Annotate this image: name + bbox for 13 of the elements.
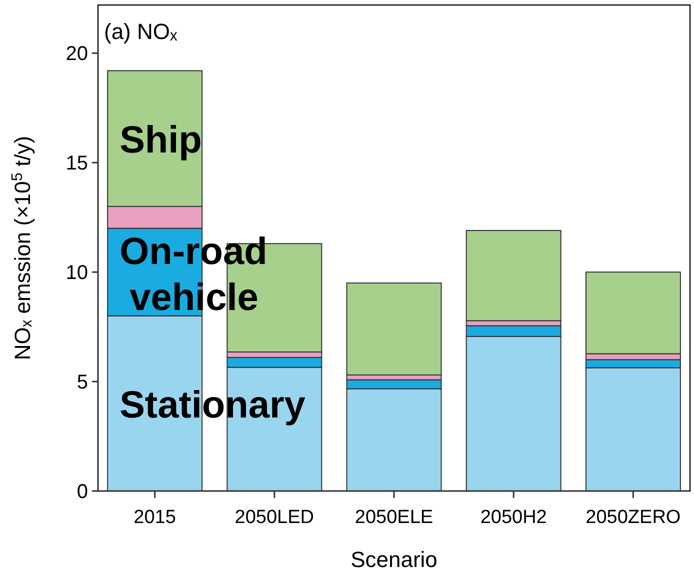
y-tick-label: 5 <box>76 372 88 394</box>
y-tick-label: 20 <box>66 43 88 66</box>
x-tick-label: 2050H2 <box>480 507 547 528</box>
x-tick-label: 2050ZERO <box>586 507 681 528</box>
text: (a) NOₓ <box>104 19 178 44</box>
y-tick-label: 10 <box>66 262 88 284</box>
x-tick-label: 2050ELE <box>354 507 434 528</box>
series-label: Ship <box>120 120 202 162</box>
x-tick-label: 2050LED <box>234 507 314 528</box>
y-tick-label: 15 <box>66 152 88 175</box>
y-tick-label: 0 <box>76 481 88 503</box>
x-tick-label: 2015 <box>134 507 176 528</box>
x-axis-title: Scenario <box>350 547 438 572</box>
